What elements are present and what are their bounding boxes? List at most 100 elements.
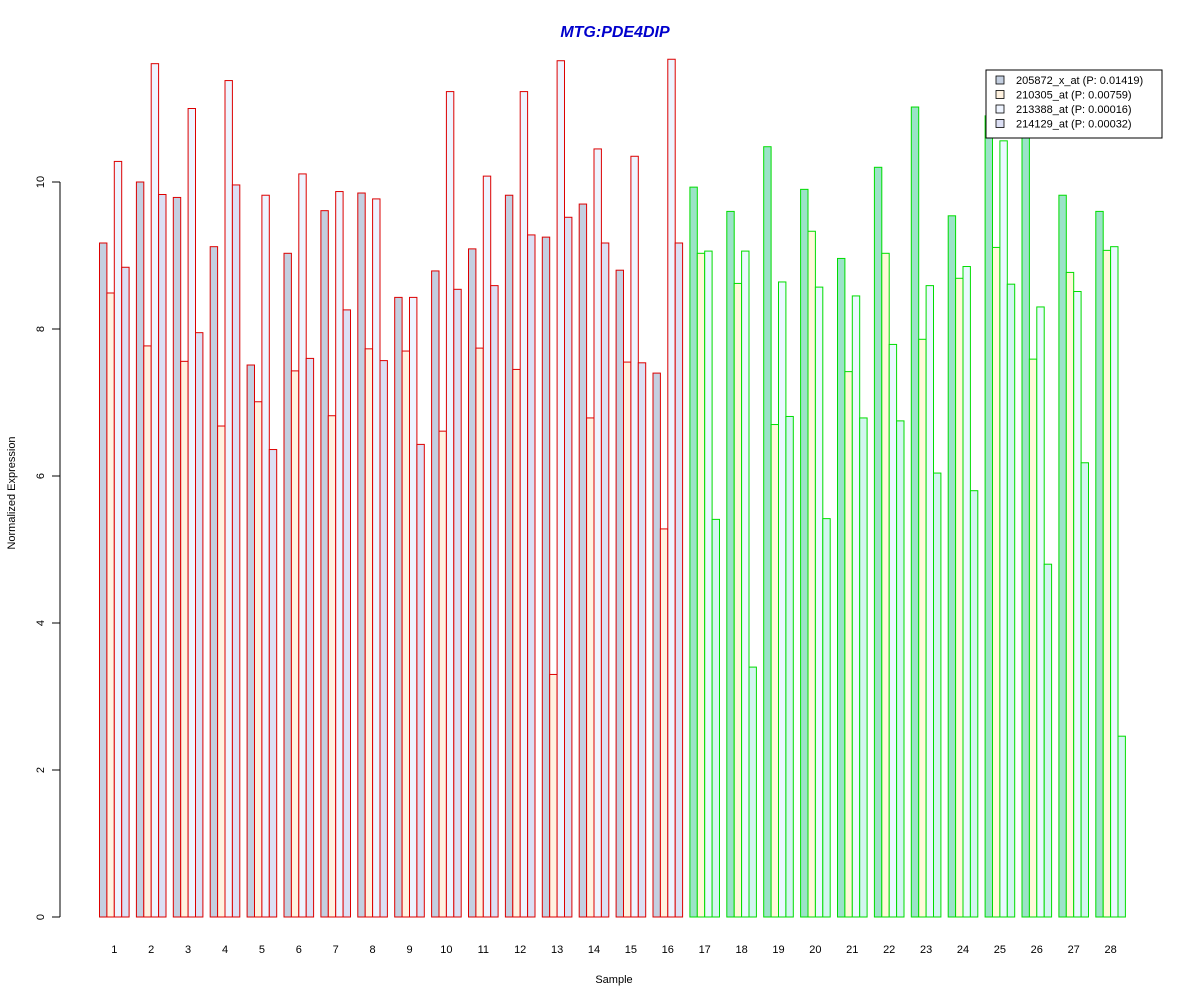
bar-sample-8-series-4: [379, 360, 388, 918]
x-tick-label: 11: [478, 944, 489, 956]
bar-sample-2-series-1: [135, 181, 145, 918]
bar-sample-25-series-4: [1006, 283, 1016, 918]
bar-sample-2-series-3: [150, 63, 160, 918]
bar-sample-24-series-1: [947, 215, 957, 918]
x-tick-label: 21: [846, 944, 858, 956]
x-tick-label: 3: [185, 944, 191, 956]
legend-swatch: [995, 119, 1005, 128]
bar-sample-18-series-2: [733, 282, 743, 918]
bar-sample-27-series-1: [1058, 194, 1067, 918]
bar-sample-13-series-3: [556, 60, 565, 918]
bar-sample-11-series-3: [482, 175, 492, 918]
x-tick-label: 17: [699, 944, 711, 956]
bar-sample-12-series-4: [527, 234, 536, 918]
bar-sample-28-series-2: [1102, 249, 1112, 918]
bar-sample-4-series-4: [231, 184, 241, 918]
y-tick-label: 6: [35, 473, 47, 479]
bar-sample-21-series-1: [837, 257, 846, 918]
y-tick-label: 4: [35, 620, 47, 626]
bar-sample-12-series-1: [504, 194, 514, 918]
bar-sample-19-series-1: [763, 146, 772, 918]
bar-sample-3-series-4: [195, 332, 204, 918]
bar-sample-21-series-2: [844, 371, 853, 918]
bar-sample-17-series-2: [696, 252, 706, 918]
bar-sample-17-series-4: [711, 518, 720, 918]
x-axis-label: Sample: [595, 974, 632, 986]
y-axis-label: Normalized Expression: [6, 436, 18, 549]
bar-sample-10-series-3: [445, 91, 455, 918]
x-tick-label: 9: [406, 944, 412, 956]
bar-sample-19-series-3: [778, 281, 787, 918]
bar-sample-22-series-2: [881, 252, 890, 918]
bar-sample-14-series-4: [600, 242, 610, 918]
x-tick-label: 4: [222, 944, 228, 956]
bar-sample-8-series-2: [364, 348, 374, 918]
y-tick-label: 10: [35, 176, 47, 188]
bar-sample-5-series-2: [254, 401, 263, 918]
bar-sample-4-series-1: [209, 246, 219, 918]
bar-sample-20-series-1: [800, 188, 809, 918]
bar-sample-2-series-2: [143, 345, 152, 918]
bar-sample-18-series-4: [748, 666, 757, 918]
bar-sample-10-series-4: [453, 288, 462, 918]
x-tick-label: 2: [148, 944, 154, 956]
bar-sample-24-series-4: [969, 490, 979, 918]
bar-sample-23-series-3: [925, 285, 934, 918]
bar-sample-16-series-3: [667, 58, 676, 918]
x-tick-label: 10: [440, 944, 452, 956]
bar-sample-15-series-3: [630, 155, 639, 918]
bar-sample-6-series-1: [283, 252, 292, 918]
bar-sample-26-series-4: [1043, 563, 1053, 918]
bar-sample-4-series-2: [217, 425, 226, 918]
x-tick-label: 5: [259, 944, 265, 956]
legend-label: 205872_x_at (P: 0.01419): [1016, 75, 1143, 87]
bar-sample-21-series-3: [851, 295, 861, 918]
bar-sample-20-series-4: [822, 518, 831, 918]
bar-sample-6-series-4: [305, 357, 315, 918]
bar-sample-6-series-3: [298, 173, 307, 918]
bar-sample-28-series-1: [1095, 210, 1104, 918]
legend-box: [985, 69, 1163, 139]
bar-sample-15-series-4: [637, 362, 647, 918]
bar-sample-13-series-4: [564, 216, 573, 918]
bar-sample-17-series-1: [689, 186, 698, 918]
x-tick-label: 8: [370, 944, 376, 956]
bar-sample-18-series-1: [726, 210, 735, 918]
bar-sample-8-series-1: [357, 192, 366, 918]
legend-swatch: [995, 75, 1005, 85]
bar-sample-20-series-3: [814, 286, 824, 918]
x-tick-label: 24: [957, 944, 969, 956]
bar-sample-13-series-1: [541, 236, 551, 918]
x-tick-label: 12: [514, 944, 526, 956]
x-tick-label: 28: [1104, 944, 1116, 956]
bar-sample-1-series-2: [106, 292, 115, 918]
x-tick-label: 23: [920, 944, 932, 956]
y-tick-label: 2: [35, 767, 47, 773]
chart-title: MTG:PDE4DIP: [560, 24, 670, 41]
bar-sample-19-series-4: [785, 415, 794, 918]
legend-label: 214129_at (P: 0.00032): [1016, 119, 1132, 131]
bar-sample-9-series-4: [416, 443, 425, 918]
x-tick-label: 22: [883, 944, 895, 956]
bar-sample-11-series-1: [468, 248, 477, 918]
x-tick-label: 16: [662, 944, 674, 956]
x-tick-label: 25: [994, 944, 1006, 956]
bar-sample-16-series-2: [659, 528, 669, 918]
bar-sample-3-series-1: [172, 196, 182, 918]
bar-sample-19-series-2: [770, 424, 779, 918]
bars-group: [99, 58, 1126, 918]
legend-label: 213388_at (P: 0.00016): [1016, 104, 1132, 116]
bar-sample-5-series-1: [246, 364, 256, 918]
bar-sample-3-series-3: [187, 108, 197, 918]
x-tick-label: 26: [1031, 944, 1043, 956]
bar-sample-10-series-1: [431, 270, 440, 918]
bar-sample-24-series-2: [955, 277, 964, 918]
bar-sample-20-series-2: [807, 230, 816, 918]
bar-sample-26-series-1: [1021, 115, 1030, 918]
bar-sample-27-series-2: [1065, 271, 1075, 918]
bar-sample-22-series-3: [888, 343, 898, 918]
bar-sample-7-series-2: [327, 415, 337, 918]
x-tick-label: 15: [625, 944, 637, 956]
bar-sample-7-series-1: [320, 210, 329, 918]
